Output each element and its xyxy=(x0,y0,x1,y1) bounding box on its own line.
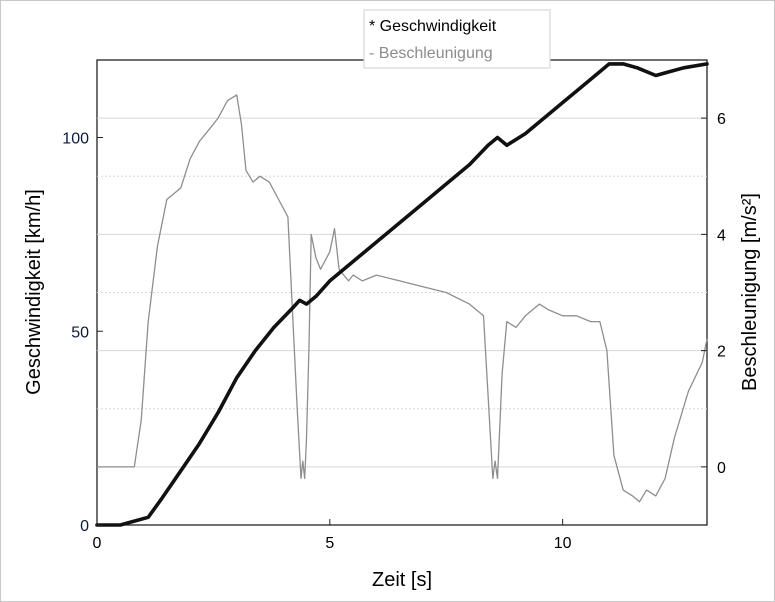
legend-box xyxy=(363,9,551,69)
legend: * Geschwindigkeit - Beschleunigung xyxy=(363,9,551,69)
x-tick-label: 10 xyxy=(554,535,572,552)
y-left-tick-label: 100 xyxy=(62,131,89,148)
y-left-tick-label: 0 xyxy=(80,518,89,535)
speed-series xyxy=(95,62,709,527)
x-axis-title: Zeit [s] xyxy=(372,569,432,591)
legend-entry-acceleration: - Beschleunigung xyxy=(369,45,493,62)
speed-line xyxy=(95,62,709,527)
acceleration-series xyxy=(97,94,708,503)
y-right-tick-label: 6 xyxy=(717,111,726,128)
y-axis-left-title: Geschwindigkeit [km/h] xyxy=(23,189,45,395)
legend-entry-speed: * Geschwindigkeit xyxy=(369,18,497,35)
y-right-tick-label: 0 xyxy=(717,460,726,477)
x-tick-label: 0 xyxy=(93,535,102,552)
grid-lines xyxy=(97,117,707,468)
acceleration-line xyxy=(97,94,708,503)
y-right-tick-label: 2 xyxy=(717,344,726,361)
y-axis-right-title: Beschleunigung [m/s²] xyxy=(739,193,761,391)
x-tick-label: 5 xyxy=(325,535,334,552)
y-right-tick-label: 4 xyxy=(717,227,726,244)
y-left-tick-label: 50 xyxy=(71,324,89,341)
